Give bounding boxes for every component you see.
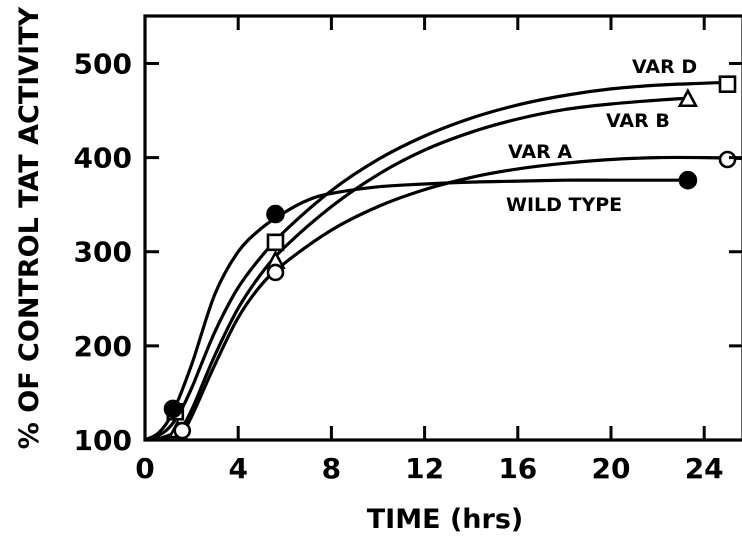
point-var-b-3 [677, 87, 699, 108]
series-label-var-d: VAR D [632, 56, 697, 78]
x-tick-label-8: 8 [322, 452, 341, 485]
y-tick-label-200: 200 [74, 330, 132, 363]
x-axis-title: TIME (hrs) [367, 504, 523, 535]
y-tick-label-400: 400 [74, 142, 132, 175]
series-label-var-b: VAR B [606, 110, 670, 132]
y-tick-label-300: 300 [74, 236, 132, 269]
point-wild-type-2 [266, 204, 285, 224]
curve-var-d [144, 80, 728, 442]
y-tick-label-500: 500 [74, 47, 132, 80]
point-var-d-2 [266, 233, 285, 252]
x-tick-label-12: 12 [405, 452, 444, 485]
x-tick-label-4: 4 [228, 452, 247, 485]
data-markers [163, 75, 737, 440]
axis-ticks [143, 16, 742, 442]
point-var-a-3 [718, 150, 737, 169]
x-tick-label-0: 0 [135, 452, 154, 485]
point-var-a-1 [173, 421, 192, 440]
point-wild-type-1 [163, 399, 183, 419]
x-tick-label-24: 24 [685, 452, 724, 485]
curve-var-a [144, 155, 742, 442]
x-tick-label-20: 20 [592, 452, 631, 485]
series-curves [144, 80, 742, 442]
y-tick-label-100: 100 [74, 424, 132, 457]
point-var-d-3 [718, 75, 737, 93]
point-var-a-2 [266, 263, 285, 282]
tick-labels: 0 4 8 12 16 20 24 100 200 300 400 500 [74, 47, 724, 485]
point-wild-type-3 [678, 170, 698, 190]
curve-wild-type [144, 178, 688, 442]
x-tick-label-16: 16 [498, 452, 537, 485]
y-axis-title: % OF CONTROL TAT ACTIVITY [14, 6, 45, 449]
curve-var-b [144, 96, 688, 442]
series-labels: VAR D VAR B VAR A WILD TYPE [506, 56, 697, 216]
plot-frame [143, 14, 742, 442]
series-label-var-a: VAR A [508, 141, 572, 163]
series-label-wild-type: WILD TYPE [506, 194, 622, 216]
